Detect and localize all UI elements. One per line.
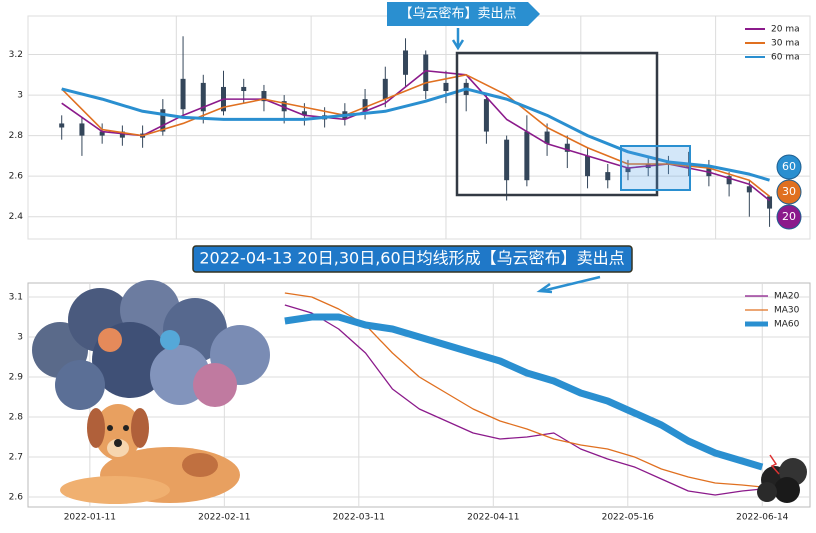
candle-body: [605, 172, 611, 181]
ma-line: [284, 313, 764, 471]
y-tick-label: 2.7: [9, 453, 23, 463]
candle-body: [544, 131, 550, 144]
x-tick-label: 2022-02-11: [198, 513, 250, 523]
arrow: [451, 28, 465, 51]
legend-label: 20 ma: [771, 25, 800, 35]
candle-body: [241, 86, 247, 92]
x-tick-label: 2022-06-14: [736, 513, 789, 523]
legend-label: MA20: [774, 292, 800, 302]
candle-body: [362, 99, 368, 112]
candle-body: [79, 123, 85, 136]
highlight-box: [620, 145, 691, 191]
y-tick-label: 2.4: [9, 212, 24, 222]
badge-label: 20: [782, 210, 796, 223]
y-tick-label: 3: [17, 333, 23, 343]
candle-body: [59, 123, 65, 128]
candle-body: [767, 196, 773, 209]
y-tick-label: 3: [17, 91, 23, 101]
candle-body: [200, 82, 206, 112]
ma-line: [284, 304, 763, 496]
candle-body: [382, 78, 388, 100]
banner-text: 2022-04-13 20日,30日,60日均线形成【乌云密布】卖出点: [199, 249, 624, 268]
ma-line: [61, 87, 770, 182]
top-plot: [27, 15, 811, 240]
badge: [776, 204, 802, 230]
candle-body: [443, 82, 449, 92]
badge-label: 60: [782, 160, 796, 173]
banner: [192, 245, 633, 273]
badge: [776, 154, 802, 180]
ma-line: [61, 73, 771, 198]
candle-body: [99, 131, 105, 136]
candle-body: [625, 168, 631, 173]
legend-label: MA60: [774, 320, 800, 330]
legend-label: 30 ma: [771, 39, 800, 49]
candle-body: [504, 139, 510, 181]
candle-body: [119, 131, 125, 138]
candle-body: [564, 143, 570, 152]
highlight-box: [455, 51, 659, 197]
legend-label: 60 ma: [771, 53, 800, 63]
callout-text: 【乌云密布】卖出点: [399, 6, 516, 22]
candle-body: [726, 176, 732, 185]
y-tick-label: 2.6: [9, 172, 24, 182]
top-layer: 2.4 2.6 2.8 3 3.2 20 ma 20 30 ma 30 60 ma 60: [9, 16, 810, 239]
badge-label: 30: [782, 185, 796, 198]
callout: [387, 2, 540, 26]
arrow: [536, 275, 601, 294]
badge: [776, 179, 802, 205]
x-tick-label: 2022-03-11: [333, 513, 385, 523]
candle-body: [403, 50, 409, 75]
candle-body: [746, 186, 752, 193]
legend-label: MA30: [774, 306, 800, 316]
y-tick-label: 3.1: [9, 293, 23, 303]
cloud-illustration: [32, 280, 270, 410]
x-tick-label: 2022-04-11: [467, 513, 519, 523]
candle-body: [281, 101, 287, 112]
y-tick-label: 2.8: [9, 131, 24, 141]
candle-body: [483, 99, 489, 132]
x-tick-label: 2022-01-11: [64, 513, 116, 523]
y-tick-label: 2.8: [9, 413, 24, 423]
candle-body: [524, 131, 530, 181]
dog-illustration: [60, 404, 240, 504]
candle-body: [423, 54, 429, 92]
storm-cloud: [757, 454, 807, 503]
y-tick-label: 2.6: [9, 493, 24, 503]
y-tick-label: 3.2: [9, 50, 23, 60]
candle-body: [301, 111, 307, 116]
x-tick-label: 2022-05-16: [602, 513, 655, 523]
candle-body: [706, 166, 712, 177]
candle-body: [160, 109, 166, 132]
candle-body: [585, 155, 591, 177]
candle-body: [180, 78, 186, 110]
y-tick-label: 2.9: [9, 373, 24, 383]
candle-body: [261, 91, 267, 102]
